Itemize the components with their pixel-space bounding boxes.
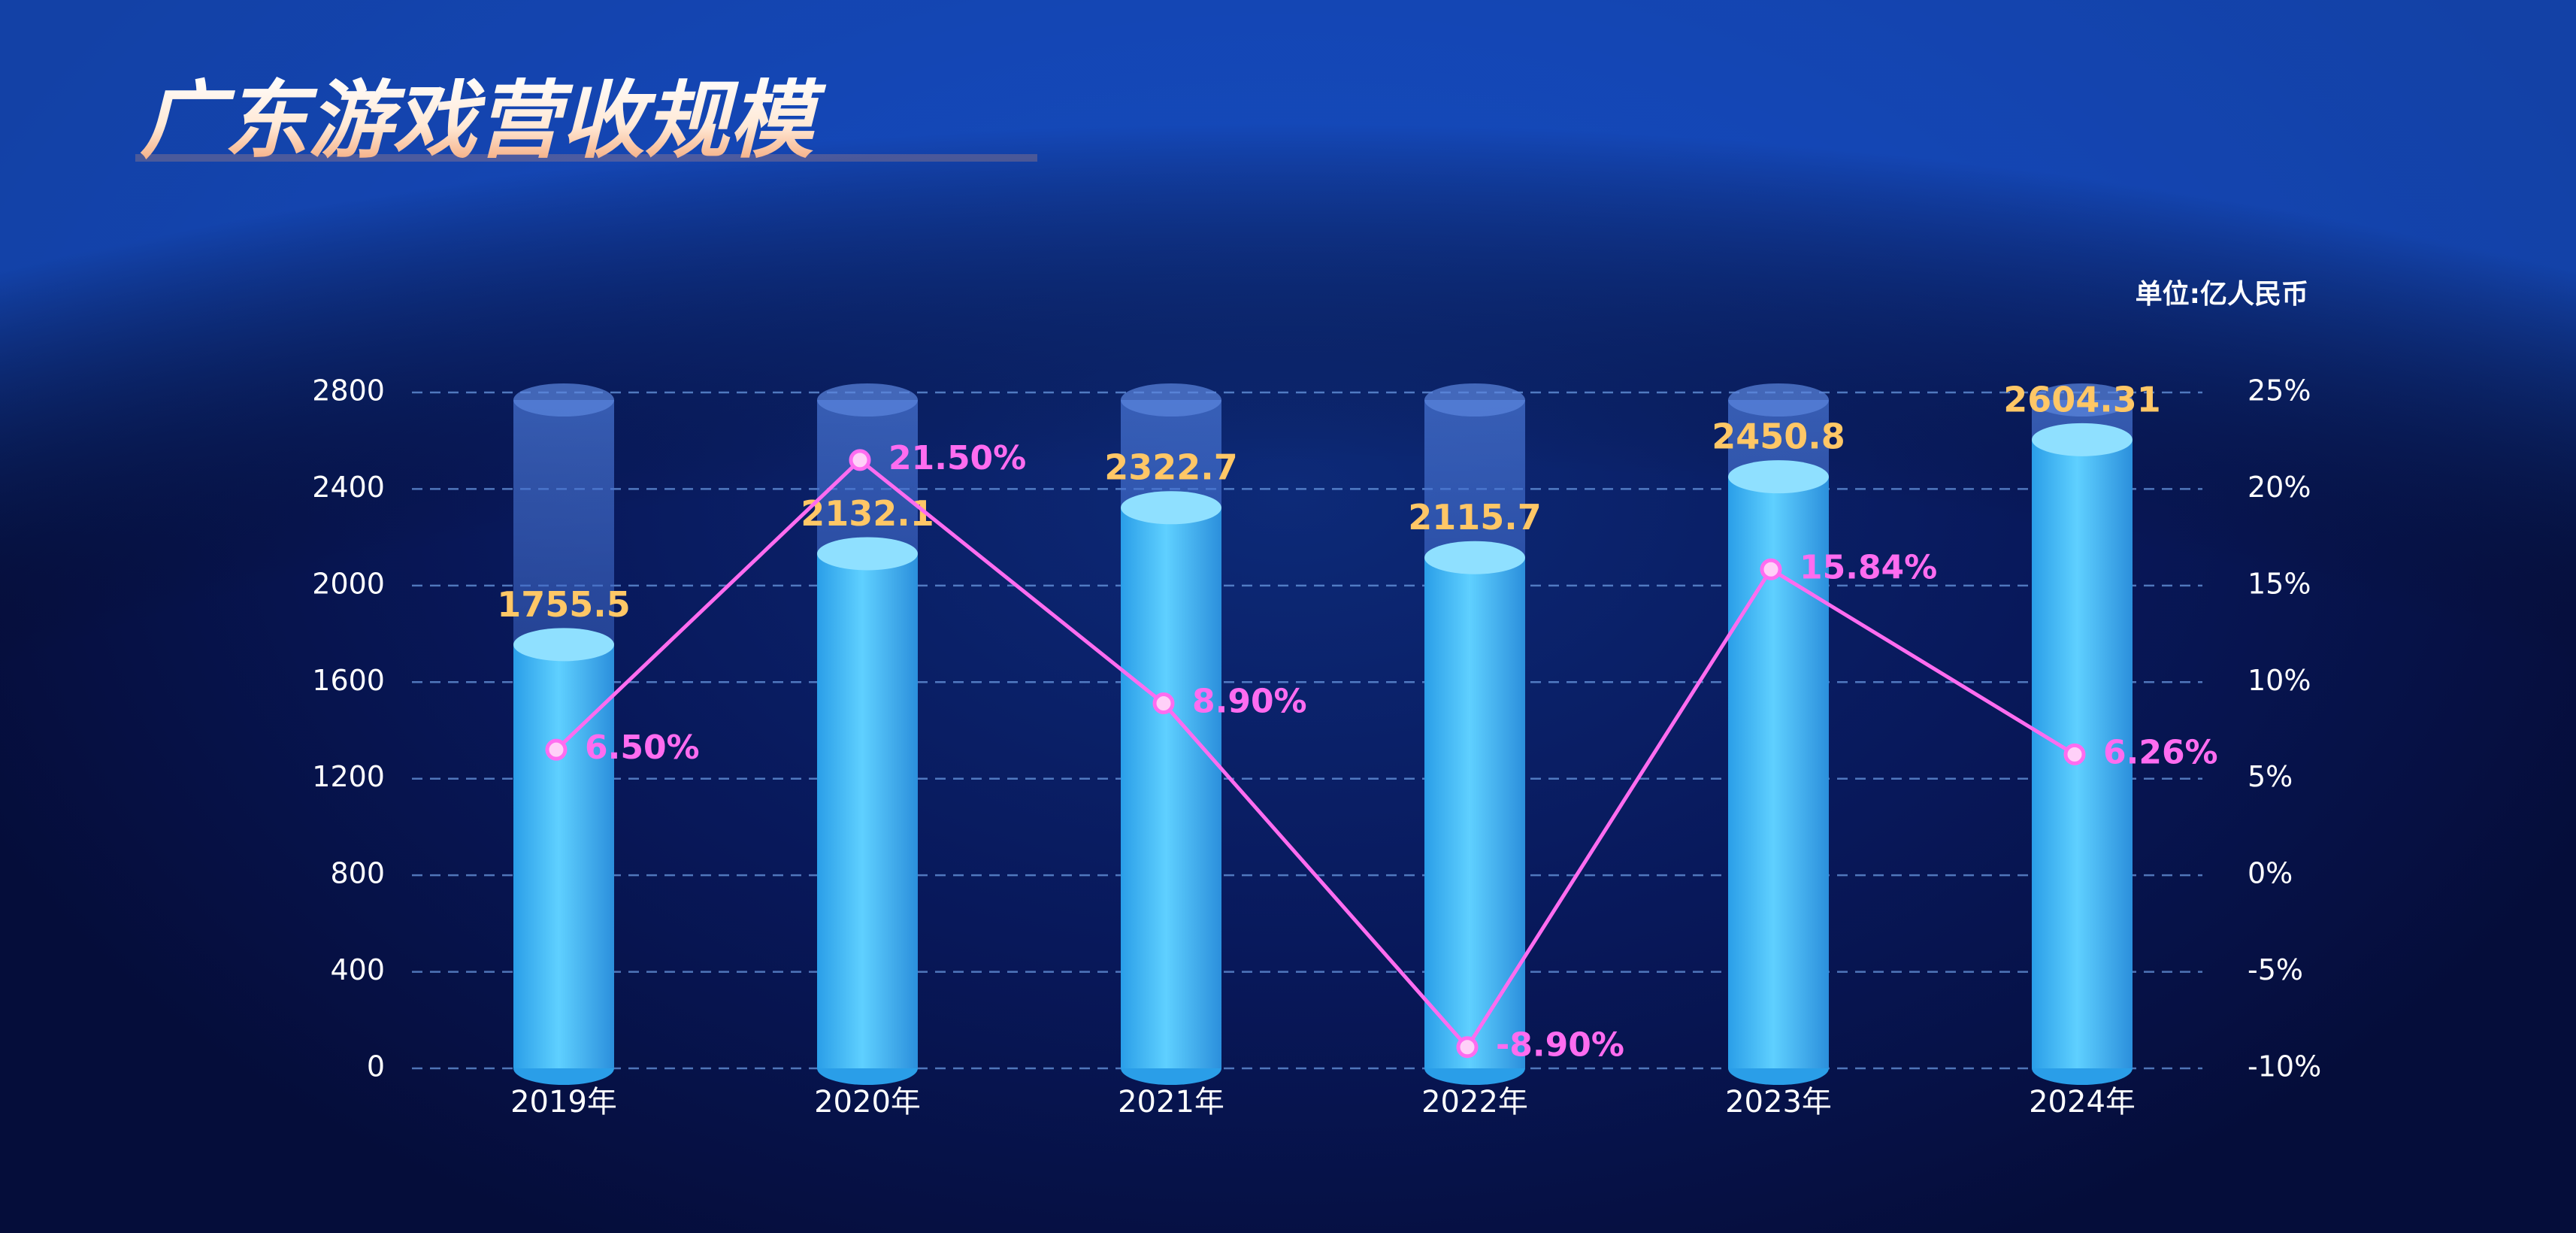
y-tick-label: 1600	[312, 664, 385, 697]
line-point	[1152, 692, 1175, 715]
bar-ghost-top	[513, 383, 614, 417]
bar-value-label: 2604.31	[2003, 379, 2161, 420]
unit-label: 单位:亿人民币	[2136, 279, 2308, 310]
chart-title: 广东游戏营收规模	[140, 72, 827, 170]
x-tick-label: 2023年	[1725, 1085, 1832, 1119]
x-tick-label: 2019年	[510, 1085, 617, 1119]
y2-tick-label: -5%	[2248, 953, 2303, 986]
bar-value-label: 1755.5	[497, 584, 631, 625]
line-point	[849, 449, 871, 471]
y-tick-label: 2400	[312, 471, 385, 504]
line-value-label: 6.50%	[585, 729, 700, 767]
y2-tick-label: 5%	[2248, 760, 2293, 793]
y-tick-label: 800	[330, 857, 385, 890]
bar-top	[2032, 423, 2133, 456]
y-tick-label: 2800	[312, 374, 385, 407]
bar-ghost-top	[1121, 383, 1221, 417]
title-underline	[135, 154, 1037, 162]
line-point	[1760, 558, 1782, 580]
y-tick-label: 0	[367, 1050, 385, 1083]
bar-value-label: 2450.8	[1712, 417, 1845, 457]
bar-ghost-top	[817, 383, 918, 417]
bar	[513, 644, 614, 1068]
y2-tick-label: 20%	[2248, 471, 2311, 504]
x-tick-label: 2020年	[814, 1085, 921, 1119]
y2-tick-label: 15%	[2248, 567, 2311, 600]
y2-tick-label: 0%	[2248, 857, 2293, 890]
line-value-label: 15.84%	[1800, 548, 1937, 586]
bar	[1121, 507, 1221, 1068]
line-point	[2063, 743, 2086, 765]
bar-ghost-top	[1728, 383, 1829, 417]
line	[555, 457, 2076, 1050]
bar-top	[817, 537, 918, 571]
y2-tick-label: -10%	[2248, 1050, 2321, 1083]
line-point	[1456, 1036, 1479, 1059]
x-tick-label: 2021年	[1118, 1085, 1224, 1119]
y-tick-label: 1200	[312, 760, 385, 793]
x-tick-label: 2022年	[1421, 1085, 1528, 1119]
bar-ghost-top	[1424, 383, 1525, 417]
line-value-label: -8.90%	[1496, 1026, 1624, 1065]
bar-value-label: 2115.7	[1408, 497, 1542, 538]
line-value-label: 6.26%	[2103, 733, 2218, 771]
bar-value-label: 2322.7	[1104, 447, 1238, 488]
bar	[817, 553, 918, 1068]
y2-tick-label: 25%	[2248, 374, 2311, 407]
x-tick-label: 2024年	[2029, 1085, 2136, 1119]
bar	[1424, 557, 1525, 1068]
bar-top	[1121, 491, 1221, 525]
line-point	[545, 738, 568, 761]
bar-ghost-top	[2032, 383, 2133, 417]
bar-top	[1728, 460, 1829, 494]
line-value-label: 21.50%	[888, 439, 1026, 477]
y-tick-label: 2000	[312, 567, 385, 600]
y2-tick-label: 10%	[2248, 664, 2311, 697]
bar-top	[513, 628, 614, 662]
bar-top	[1424, 541, 1525, 574]
line-value-label: 8.90%	[1192, 683, 1307, 721]
y-tick-label: 400	[330, 953, 385, 986]
